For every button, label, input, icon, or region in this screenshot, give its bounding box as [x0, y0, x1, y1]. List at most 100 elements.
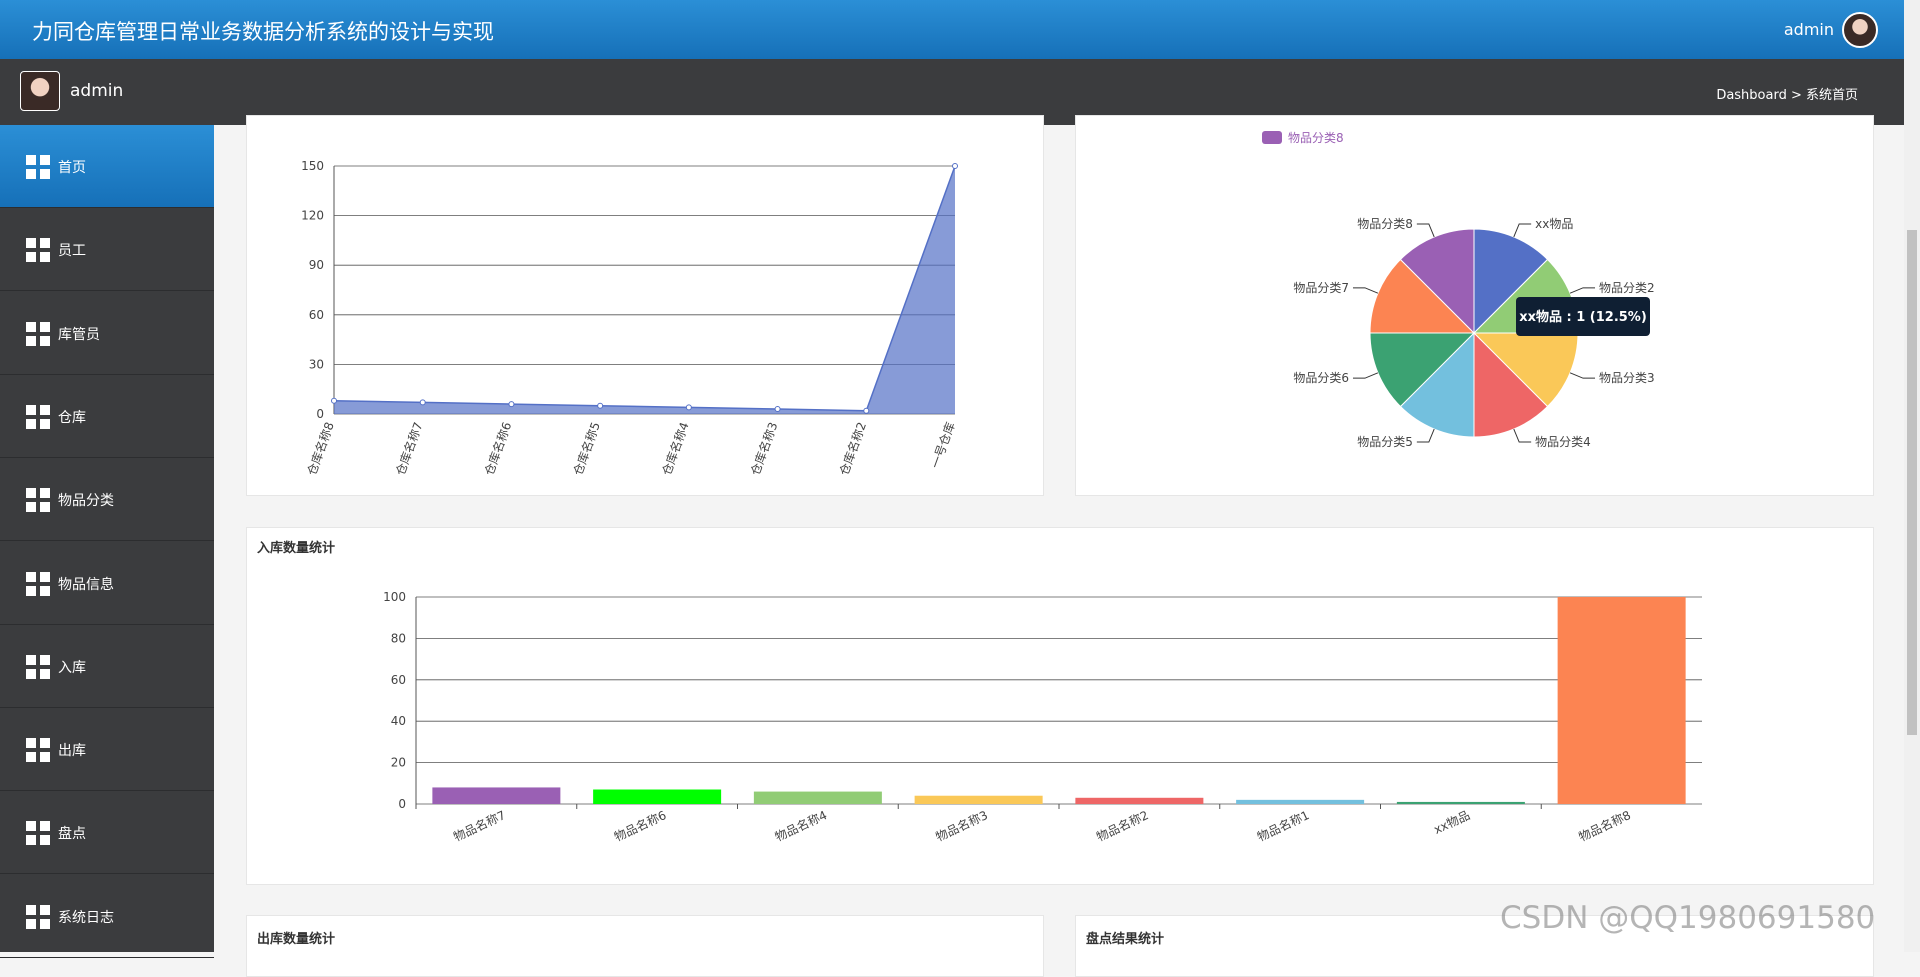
bar	[914, 795, 1043, 804]
topbar: admin Dashboard > 系统首页	[0, 59, 1904, 125]
nav-icon	[26, 654, 50, 679]
tooltip: xx物品 : 1 (12.5%)	[1519, 309, 1647, 325]
y-tick-label: 0	[316, 407, 324, 421]
card-title: 出库数量统计	[257, 932, 336, 947]
y-tick-label: 40	[391, 714, 406, 728]
header: 力同仓库管理日常业务数据分析系统的设计与实现 admin	[0, 0, 1904, 59]
x-tick-label: xx物品	[1432, 808, 1473, 837]
x-tick-label: 物品名称7	[451, 807, 508, 844]
leader-line	[1513, 223, 1532, 238]
legend-swatch	[1262, 131, 1282, 144]
bar	[1396, 801, 1525, 804]
slice-label: 物品分类6	[1293, 371, 1349, 385]
nav-icon	[26, 821, 50, 846]
x-tick-label: 仓库名称7	[392, 420, 425, 477]
nav-label: 盘点	[58, 826, 86, 843]
y-tick-label: 60	[391, 673, 406, 687]
x-tick-label: 仓库名称3	[747, 420, 780, 477]
y-tick-label: 100	[383, 590, 406, 604]
scroll-thumb[interactable]	[1907, 230, 1917, 735]
nav-icon	[26, 488, 50, 513]
nav-icon	[26, 155, 50, 179]
x-tick-label: 物品名称8	[1576, 807, 1633, 844]
y-tick-label: 0	[398, 797, 406, 811]
leader-line	[1569, 372, 1596, 379]
nav-icon	[26, 571, 50, 596]
legend-label: 物品分类8	[1288, 131, 1344, 145]
tooltip-box	[1516, 297, 1650, 336]
leader-line	[1416, 223, 1435, 238]
nav-item[interactable]: 物品分类	[0, 458, 214, 542]
bar	[432, 787, 561, 804]
nav-label: 入库	[58, 659, 86, 676]
nav-item[interactable]: 首页	[0, 125, 214, 208]
pie-slice	[1369, 258, 1476, 334]
slice-label: 物品分类5	[1357, 435, 1413, 449]
x-tick-label: 物品名称1	[1255, 807, 1312, 844]
breadcrumb[interactable]: Dashboard > 系统首页	[1716, 88, 1858, 103]
nav-item[interactable]: 仓库	[0, 375, 214, 458]
nav-label: 首页	[58, 160, 86, 176]
topbar-user: admin	[70, 81, 124, 101]
y-tick-label: 20	[391, 756, 406, 770]
point	[597, 402, 604, 409]
y-tick-label: 90	[309, 258, 324, 272]
nav-label: 库管员	[58, 326, 100, 343]
nav-item[interactable]: 员工	[0, 208, 214, 292]
bar	[593, 789, 722, 804]
bar	[1557, 597, 1686, 804]
leader-line	[1513, 428, 1532, 443]
x-tick-label: 物品名称6	[612, 807, 669, 844]
nav-label: 物品分类	[58, 493, 114, 510]
bar	[1236, 799, 1365, 804]
nav-item[interactable]: 系统日志	[0, 875, 214, 958]
leader-line	[1352, 287, 1379, 294]
nav-item[interactable]: 物品信息	[0, 542, 214, 625]
x-tick-label: 仓库名称8	[304, 420, 337, 477]
line-chart: 0 30 60 90 120 150 仓库名称8 仓库名称7 仓库名称6 仓库名称5 仓库名称4 仓库…	[301, 159, 958, 477]
nav-label: 系统日志	[58, 909, 114, 926]
x-tick-label: 物品名称3	[933, 807, 990, 844]
slice-label: 物品分类4	[1535, 435, 1591, 449]
y-tick-label: 150	[301, 159, 324, 173]
pie-slice	[1473, 228, 1549, 335]
x-tick-label: 仓库名称5	[570, 420, 603, 477]
nav-label: 物品信息	[58, 576, 114, 593]
y-tick-label: 30	[309, 357, 324, 371]
point	[774, 406, 781, 413]
card: 出库数量统计	[246, 915, 1044, 977]
card: 0 30 60 90 120 150 仓库名称8 仓库名称7 仓库名称6 仓库名称5 仓库名称4 仓库…	[246, 115, 1044, 496]
app-title: 力同仓库管理日常业务数据分析系统的设计与实现	[32, 20, 494, 44]
slice-label: xx物品	[1535, 217, 1573, 231]
bar	[753, 791, 882, 804]
nav-icon	[26, 404, 50, 429]
slice-label: 物品分类8	[1357, 217, 1413, 231]
leader-line	[1416, 428, 1435, 443]
leader-line	[1569, 287, 1596, 294]
nav-item[interactable]: 库管员	[0, 292, 214, 375]
line	[333, 165, 956, 412]
avatar[interactable]	[1842, 12, 1878, 48]
pie-slice	[1399, 228, 1475, 335]
y-tick-label: 80	[391, 631, 406, 645]
nav-item[interactable]: 出库	[0, 708, 214, 792]
avatar	[20, 71, 60, 111]
header-user[interactable]: admin	[1783, 20, 1834, 39]
point	[508, 401, 515, 408]
sidebar: 首页员工库管员仓库物品分类物品信息入库出库盘点系统日志	[0, 125, 214, 958]
nav-icon	[26, 238, 50, 263]
point	[685, 404, 692, 411]
nav-item[interactable]: 盘点	[0, 791, 214, 875]
slice-label: 物品分类3	[1599, 371, 1655, 385]
x-tick-label: 仓库名称4	[659, 420, 692, 477]
nav-label: 仓库	[58, 409, 86, 426]
nav-label: 员工	[58, 243, 86, 260]
slice-label: 物品分类2	[1599, 281, 1655, 295]
point	[331, 397, 337, 404]
chart-title: 入库数量统计	[257, 540, 335, 556]
nav-item[interactable]: 入库	[0, 625, 214, 708]
leader-line	[1352, 372, 1379, 379]
bar-chart: 入库数量统计 0 20 40 60 80 100 物品名称7 物品名称6 物品名称4 物品名称3 物品…	[257, 540, 1702, 844]
